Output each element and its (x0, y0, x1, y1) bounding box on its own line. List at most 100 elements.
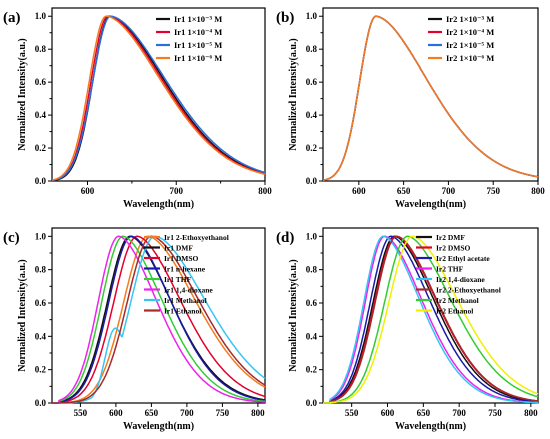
y-tick-label: 0.4 (35, 331, 47, 341)
panel-d: 550 600 650 700 750 800 0.0 0.2 0.4 0.6 0.8 1.0 Wave… (276, 227, 539, 432)
series-line (323, 235, 538, 404)
y-axis-label: Normalized Intensity(a.u.) (288, 38, 299, 151)
y-tick-label: 0.8 (306, 44, 318, 54)
x-tick-label: 800 (524, 408, 538, 418)
x-tick-label: 700 (170, 186, 184, 196)
y-axis-label: Normalized Intensity(a.u.) (17, 38, 28, 151)
y-tick-label: 0.0 (35, 398, 47, 408)
x-tick-label: 750 (216, 408, 230, 418)
series-line (323, 235, 539, 404)
legend-entry: Ir2 1×10⁻³ M (446, 14, 494, 24)
y-tick-label: 0.6 (35, 77, 47, 87)
x-tick-label: 600 (352, 186, 366, 196)
y-tick-label: 1.0 (306, 231, 318, 241)
y-tick-label: 1.0 (306, 11, 318, 21)
x-tick-label: 750 (486, 186, 500, 196)
series-line (51, 15, 266, 182)
legend-entry: Ir2 1×10⁻⁶ M (446, 53, 494, 63)
series-line (52, 235, 266, 404)
legend-entry: Ir1 n-hexane (164, 265, 206, 274)
x-tick-label: 650 (417, 408, 431, 418)
legend-entry: Ir1 1×10⁻⁴ M (174, 27, 222, 37)
y-tick-label: 1.0 (35, 231, 47, 241)
y-tick-label: 1.0 (35, 11, 47, 21)
series-line (323, 235, 539, 404)
plot-frame (322, 227, 539, 404)
legend-entry: Ir2 1×10⁻⁵ M (446, 40, 494, 50)
x-tick-label: 700 (442, 186, 456, 196)
plot-frame (322, 7, 539, 182)
legend-entry: Ir1 1,4-dioxane (164, 286, 213, 295)
x-tick-label: 700 (180, 408, 194, 418)
legend-entry: Ir1 2-Ethoxyethanol (164, 233, 229, 242)
y-tick-label: 0.6 (35, 298, 47, 308)
x-tick-label: 650 (397, 186, 411, 196)
legend-entry: Ir2 2-Ethoxyethanol (436, 286, 501, 295)
y-tick-label: 0.0 (35, 176, 47, 186)
legend-entry: Ir1 1×10⁻⁵ M (174, 40, 222, 50)
panel-b: 600 650 700 750 800 0.0 0.2 0.4 0.6 0.8 1.0 Wavelen… (276, 7, 545, 210)
y-axis-label: Normalized Intensity(a.u.) (17, 259, 28, 372)
legend-entry: Ir2 DMF (436, 233, 465, 242)
panel-c: 550 600 650 700 750 800 0.0 0.2 0.4 0.6 0.8 1.0 Wave… (3, 227, 266, 432)
series-line (52, 235, 266, 404)
y-tick-label: 0.2 (35, 365, 47, 375)
series-line (322, 15, 539, 181)
panel-label: (d) (276, 230, 294, 246)
legend-entry: Ir1 Ethanol (164, 307, 201, 316)
y-axis-label: Normalized Intensity(a.u.) (288, 259, 299, 372)
series-line (323, 235, 539, 404)
series-line (52, 235, 266, 404)
series-line (52, 235, 266, 404)
y-tick-label: 0.8 (35, 265, 47, 275)
x-tick-label: 700 (452, 408, 466, 418)
x-tick-label: 550 (345, 408, 359, 418)
legend-entry: Ir1 Methanol (164, 296, 207, 305)
plot-frame (51, 227, 266, 404)
x-tick-label: 800 (531, 186, 545, 196)
panel-a: 600 700 800 0.0 0.2 0.4 0.6 0.8 1.0 Wavelength(nm… (3, 7, 272, 210)
legend-entry: Ir2 Ethanol (436, 307, 473, 316)
legend-entry: Ir1 THF (164, 275, 192, 284)
legend-entry: Ir1 1×10⁻⁶ M (174, 53, 222, 63)
x-axis-label: Wavelength(nm) (123, 199, 194, 210)
legend-entry: Ir2 THF (436, 265, 464, 274)
y-tick-label: 0.8 (35, 44, 47, 54)
x-tick-label: 750 (488, 408, 502, 418)
y-tick-label: 0.0 (306, 176, 318, 186)
x-tick-label: 600 (381, 408, 395, 418)
series-line (52, 235, 266, 404)
x-axis-label: Wavelength(nm) (395, 199, 466, 210)
x-tick-label: 600 (109, 408, 123, 418)
series-line (52, 235, 266, 404)
series-line (51, 15, 266, 182)
x-axis-label: Wavelength(nm) (123, 421, 194, 432)
panel-label: (b) (276, 10, 294, 26)
x-tick-label: 600 (81, 186, 95, 196)
y-tick-label: 0.4 (306, 331, 318, 341)
series-line (52, 235, 266, 404)
x-tick-label: 550 (74, 408, 88, 418)
series-line (52, 235, 266, 404)
x-axis-label: Wavelength(nm) (395, 421, 466, 432)
legend-entry: Ir1 1×10⁻³ M (174, 14, 222, 24)
series-line (51, 15, 266, 182)
y-tick-label: 0.4 (35, 110, 47, 120)
series-line (322, 15, 539, 181)
legend-entry: Ir1 DMSO (164, 254, 199, 263)
legend-entry: Ir2 DMSO (436, 244, 471, 253)
legend-entry: Ir2 1,4-dioxane (436, 275, 485, 284)
series-line (323, 235, 539, 404)
panel-label: (a) (3, 10, 21, 26)
x-tick-label: 650 (145, 408, 159, 418)
x-tick-label: 800 (258, 186, 272, 196)
legend-entry: Ir1 DMF (164, 244, 193, 253)
series-line (322, 15, 539, 181)
y-tick-label: 0.8 (306, 265, 318, 275)
y-tick-label: 0.6 (306, 77, 318, 87)
series-line (51, 15, 266, 181)
x-tick-label: 800 (251, 408, 265, 418)
legend-entry: Ir2 Ethyl acetate (436, 254, 490, 263)
series-line (322, 15, 539, 181)
